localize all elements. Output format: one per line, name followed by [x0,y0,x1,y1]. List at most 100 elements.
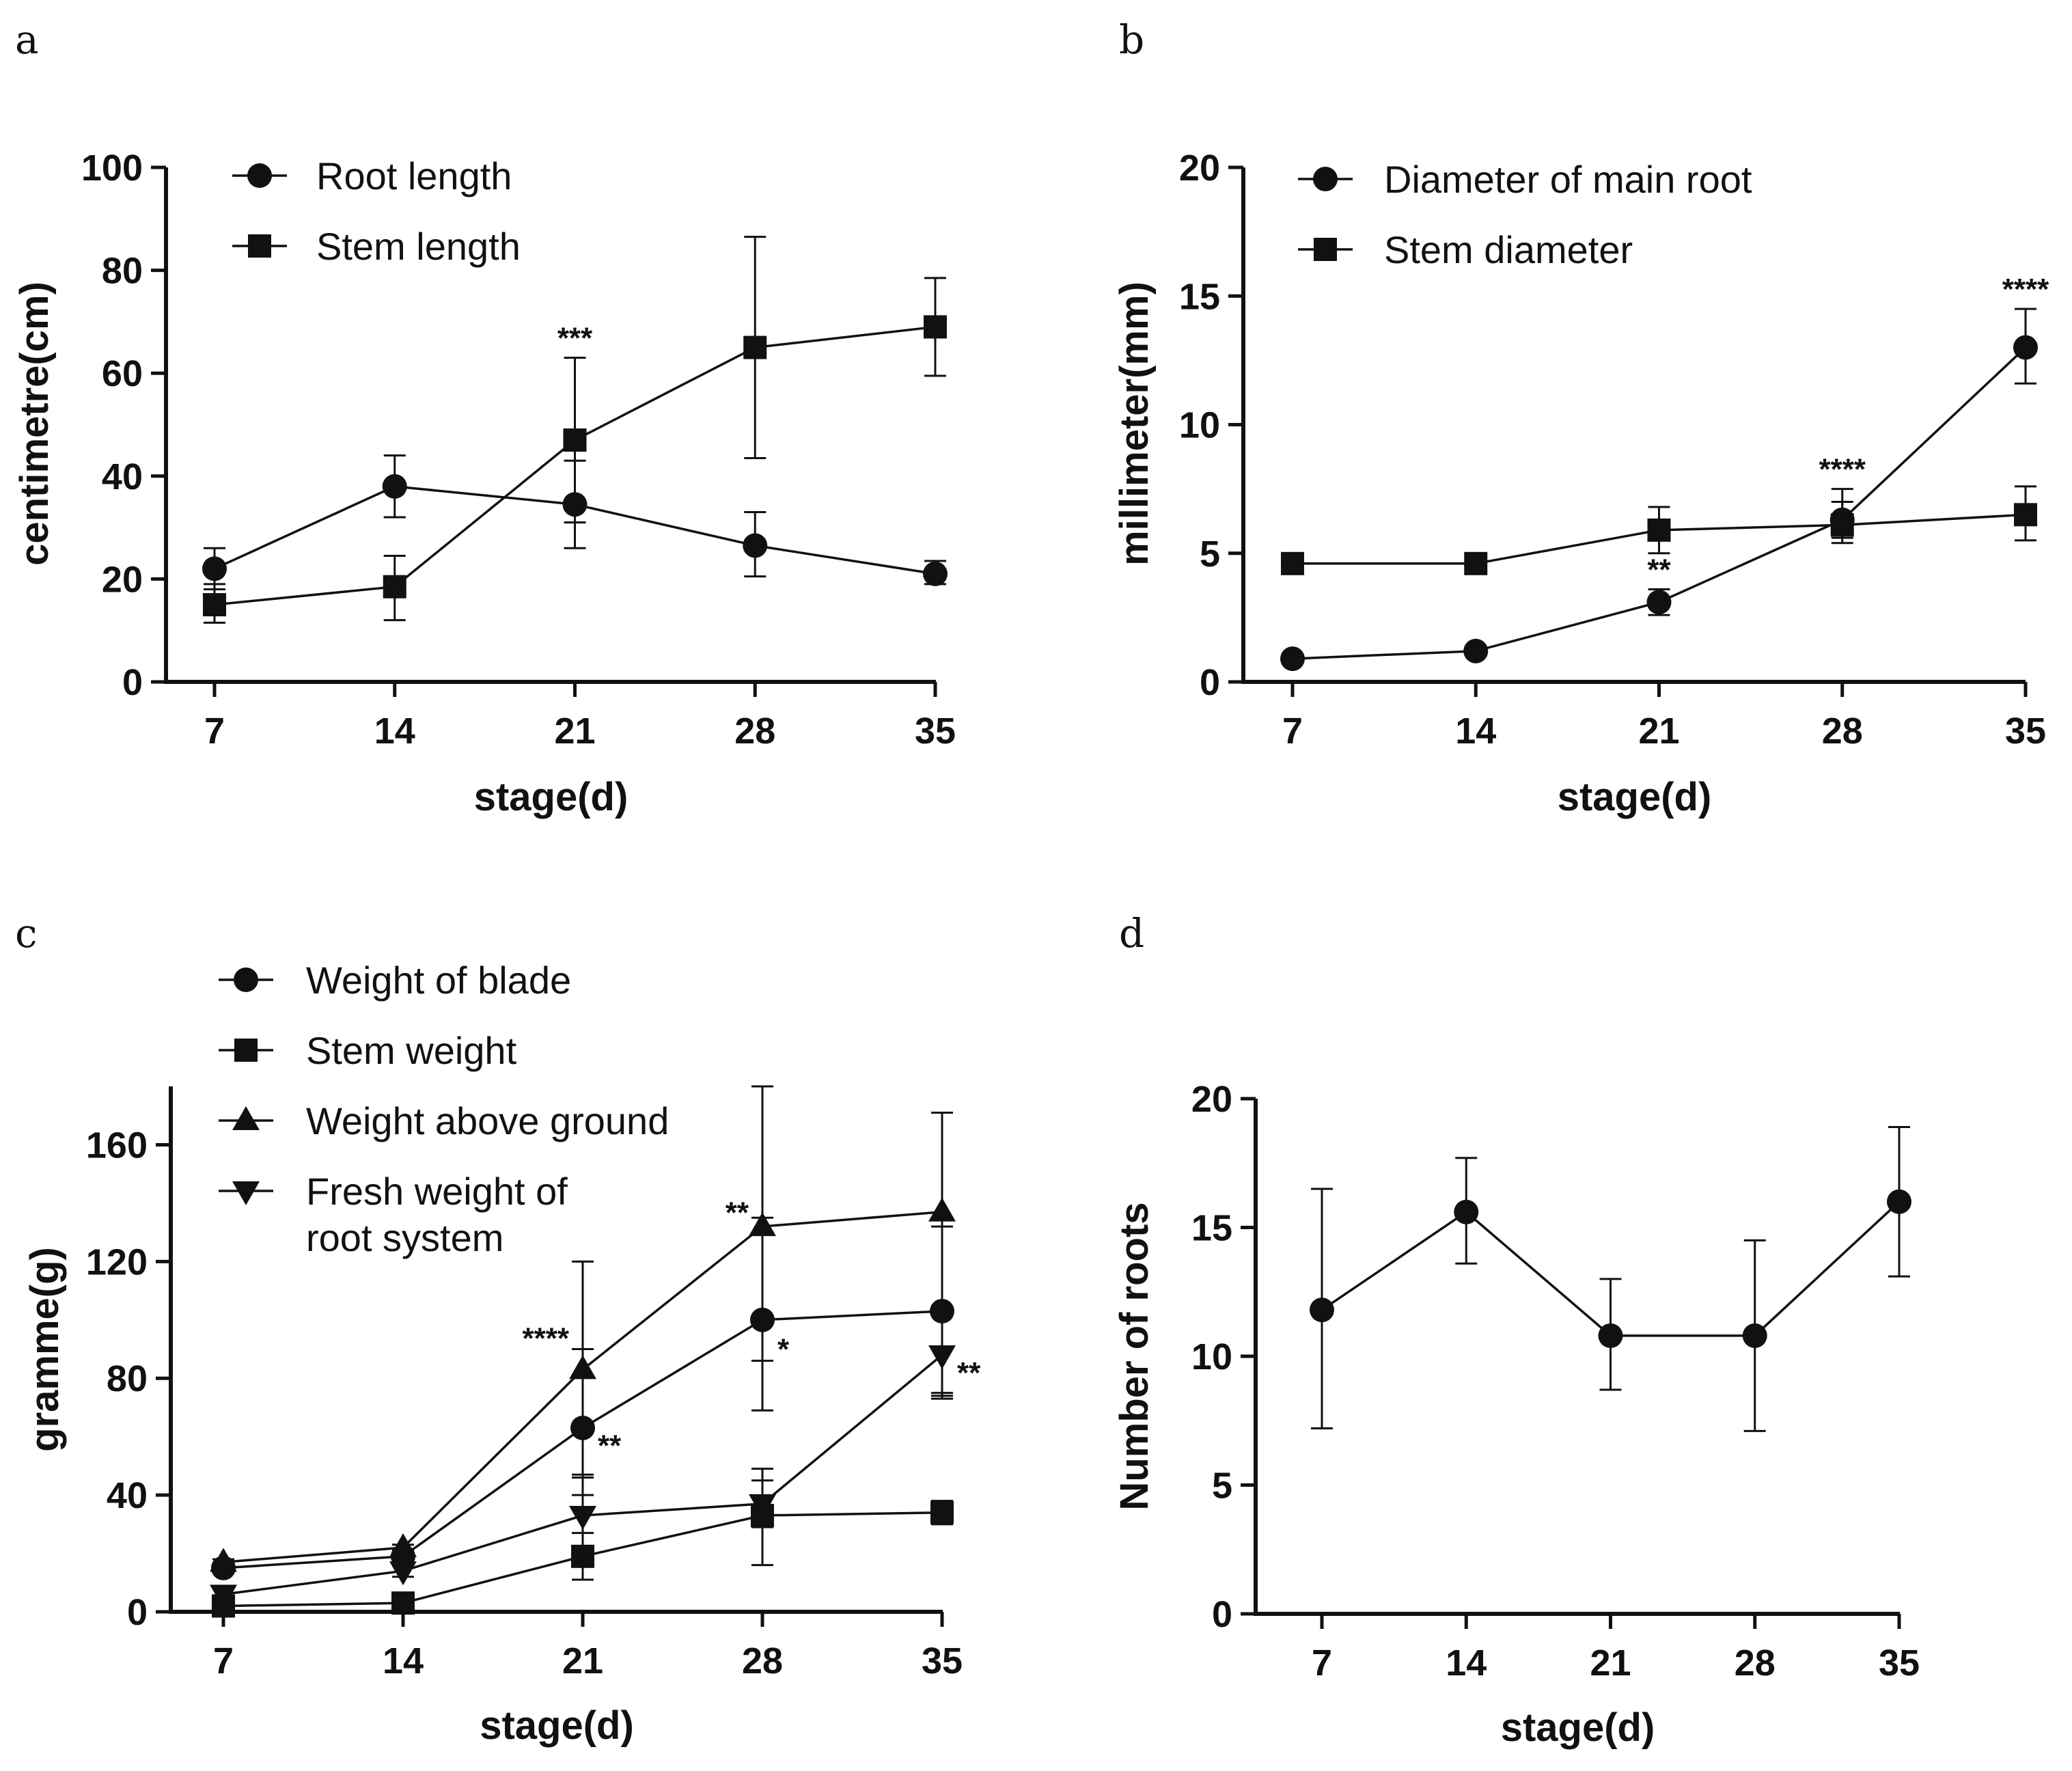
x-tick-label: 28 [1822,711,1863,752]
y-tick-label: 0 [1212,1594,1232,1635]
x-tick-label: 14 [383,1640,424,1681]
legend: Root length Stem length [232,154,521,268]
panel-letter: c [15,910,37,957]
data-point [1454,1199,1479,1224]
data-point [569,1355,596,1379]
y-tick-label: 0 [127,1592,148,1633]
data-point [924,315,947,339]
legend-marker [247,163,272,188]
significance-label: **** [523,1321,570,1355]
legend-label: Stem diameter [1384,228,1633,271]
y-tick-label: 40 [102,456,143,497]
y-tick-label: 20 [1179,148,1220,189]
data-point [928,1345,956,1370]
data-point [1281,551,1304,575]
data-point [749,1494,776,1518]
legend-marker [1313,167,1338,191]
y-tick-label: 20 [1191,1079,1232,1120]
legend-marker [248,234,271,258]
data-point [210,1548,237,1572]
series-circle [1280,307,2038,672]
series-triangle-down [210,1313,956,1609]
data-point [923,561,948,586]
y-tick-label: 60 [102,353,143,394]
legend: Diameter of main root Stem diameter [1298,158,1752,271]
y-tick-label: 0 [122,662,143,703]
significance-label: *** [557,322,593,355]
legend-label: Stem length [316,225,521,268]
x-tick-label: 21 [554,711,595,752]
significance-label: * [777,1333,790,1367]
legend-marker [232,1181,260,1205]
legend-label: Diameter of main root [1384,158,1752,201]
legend: Weight of blade Stem weight Weight above g… [219,959,669,1259]
data-point [2014,503,2037,527]
data-point [391,1591,415,1615]
data-point [1742,1323,1767,1348]
legend-label: Fresh weight of [306,1170,568,1213]
x-tick-label: 35 [2005,711,2046,752]
data-point [1598,1323,1623,1348]
legend-label: Weight above ground [306,1099,669,1142]
legend-label: Weight of blade [306,959,571,1002]
x-tick-label: 14 [1455,711,1496,752]
legend-marker [1314,238,1337,261]
y-tick-label: 40 [107,1475,148,1516]
series-circle [1310,1125,1911,1432]
x-tick-label: 7 [204,711,225,752]
x-tick-label: 21 [562,1640,603,1681]
data-point [743,335,767,359]
x-tick-label: 7 [1282,711,1303,752]
y-axis-title: centimetre(cm) [12,282,57,566]
y-tick-label: 5 [1200,534,1220,575]
x-tick-label: 7 [213,1640,234,1681]
x-axis-title: stage(d) [1501,1705,1655,1750]
data-point [389,1533,417,1558]
panel-letter: b [1119,16,1144,63]
y-axis-title: Number of roots [1112,1202,1157,1510]
series-square [203,236,947,624]
data-point [202,556,227,581]
data-point [569,1506,596,1530]
x-tick-label: 35 [922,1640,963,1681]
x-tick-label: 21 [1590,1643,1631,1684]
y-tick-label: 20 [102,559,143,600]
panel-a: a 0 20 40 60 80 100 7 14 21 28 35 stage(d) centimetre… [12,16,956,819]
x-tick-label: 14 [1446,1643,1487,1684]
data-point [382,473,407,499]
data-point [743,533,768,558]
x-axis-title: stage(d) [1558,775,1712,819]
significance-label: **** [1819,453,1866,486]
data-point [2013,335,2038,360]
data-point [1646,590,1672,615]
panel-b: b 0 5 10 15 20 7 14 21 28 35 stage(d) millimeter(mm)… [1112,16,2049,819]
significance-label: **** [2002,273,2049,306]
data-point [1887,1189,1911,1214]
data-point [1647,518,1671,542]
data-point [930,1500,954,1524]
panel-d: d 0 5 10 15 20 7 14 21 28 35 stage(d) Number of root… [1112,910,1920,1750]
legend-marker [232,1106,260,1130]
data-point [210,1584,237,1609]
significance-label: ** [1647,553,1671,586]
y-tick-label: 0 [1200,662,1220,703]
legend-label: Root length [316,154,512,197]
x-axis-title: stage(d) [480,1703,634,1748]
data-point [1463,638,1489,663]
y-axis-title: millimeter(mm) [1112,282,1157,566]
y-tick-label: 15 [1179,276,1220,317]
significance-label: ** [598,1429,622,1463]
y-tick-label: 5 [1212,1466,1232,1507]
panel-letter: a [15,16,39,63]
panel-letter: d [1119,910,1144,957]
y-tick-label: 15 [1191,1208,1232,1249]
x-tick-label: 35 [1879,1643,1920,1684]
data-point [1280,646,1305,672]
legend-label: root system [306,1216,503,1259]
x-tick-label: 35 [915,711,956,752]
y-tick-label: 120 [86,1241,148,1282]
x-tick-label: 7 [1312,1643,1332,1684]
series-square [1281,485,2037,575]
series-triangle-up [210,1085,956,1572]
